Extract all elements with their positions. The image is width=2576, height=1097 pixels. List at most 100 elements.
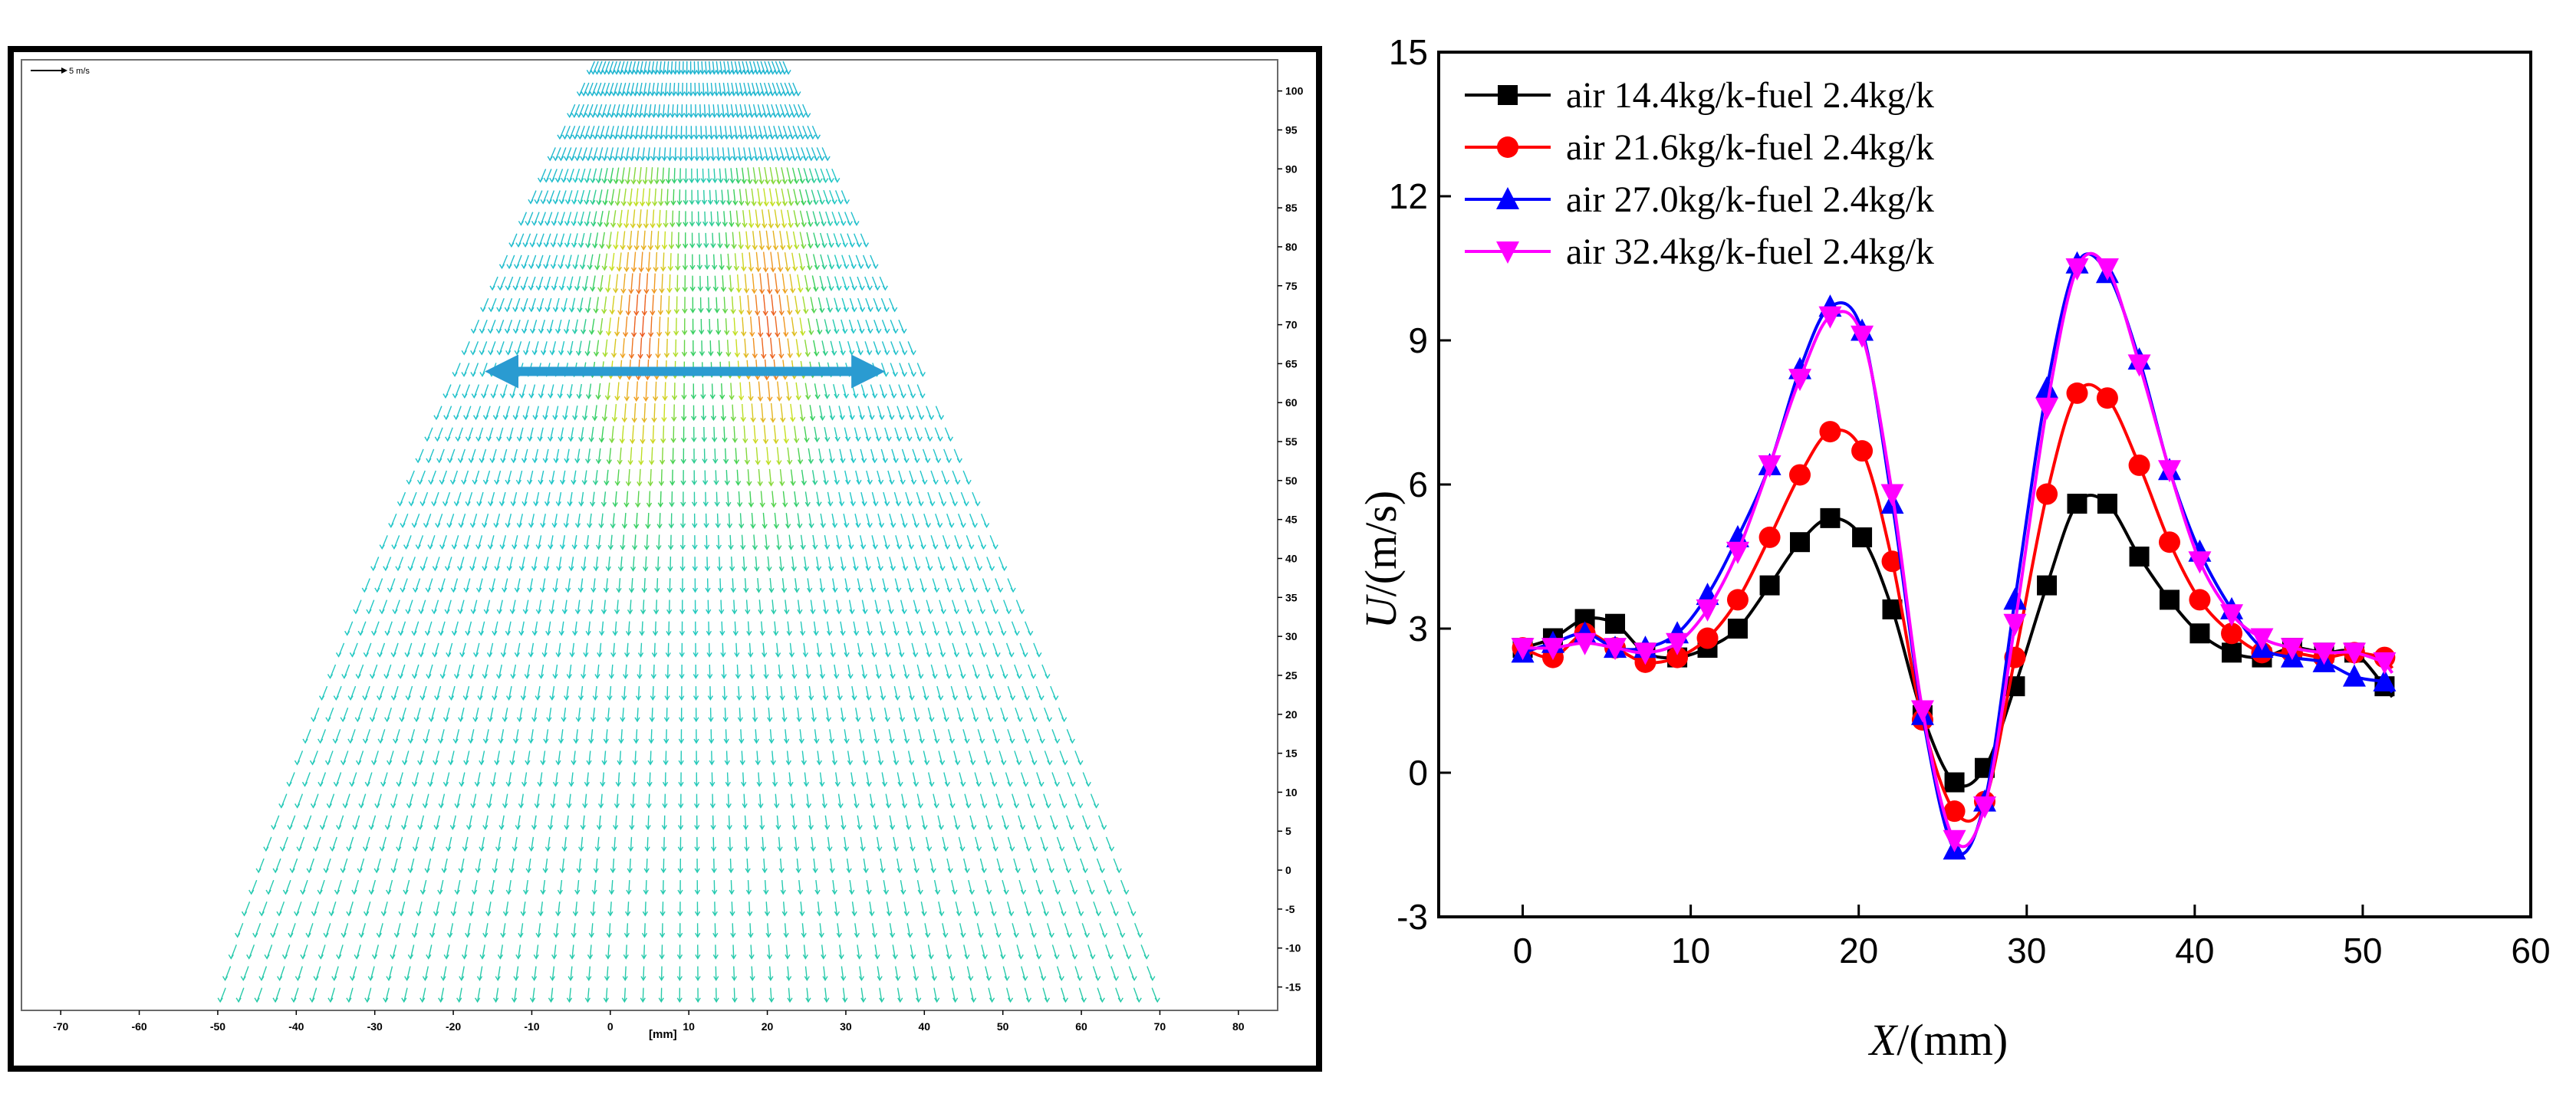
velocity-vector [718,514,719,527]
velocity-vector [660,491,661,507]
velocity-vector [716,492,717,506]
series-2-point [2159,531,2180,553]
series-2-point [2189,589,2210,610]
vf-y-tick-label: 5 [1285,825,1291,837]
velocity-vector [662,274,663,292]
vf-y-tick-label: 15 [1285,747,1298,760]
velocity-vector [648,513,649,528]
series-2-point [1851,440,1873,461]
vf-y-tick-label: 80 [1285,241,1298,253]
velocity-vector [731,859,732,872]
velocity-vector [715,448,716,463]
velocity-vector [658,338,659,357]
vf-y-tick-label: 25 [1285,669,1298,682]
velocity-vector [673,189,674,205]
velocity-vector [716,297,717,313]
series-line-3 [1523,254,2393,854]
velocity-vector [712,233,713,248]
vf-x-tick-label: 70 [1154,1020,1166,1033]
series-1-point [2097,494,2117,514]
vf-x-tick-label: 50 [997,1020,1009,1033]
series-1-point [1605,614,1625,634]
line-chart-ylabel: U/(m/s) [1356,491,1406,629]
velocity-vector [647,837,648,851]
lc-y-tick-label: 12 [1389,176,1428,216]
series-3-point [2035,376,2058,399]
vf-x-tick-label: 10 [683,1020,695,1033]
vf-y-tick-label: 40 [1285,552,1298,564]
velocity-vector [650,750,651,764]
vf-y-tick-label: 85 [1285,202,1298,214]
velocity-vector [644,944,645,958]
series-2-point [1819,421,1841,442]
velocity-vector [705,212,706,225]
vf-y-tick-label: 45 [1285,514,1298,526]
velocity-vector [654,643,655,657]
line-chart-series [1512,251,2397,860]
series-4-point [1788,369,1811,391]
series-1-point [2222,642,2242,662]
lc-x-tick-label: 50 [2343,931,2382,971]
velocity-vector [711,212,712,226]
vf-y-tick-label: 70 [1285,319,1298,331]
velocity-vector [723,665,724,678]
vf-y-tick-label: 95 [1285,123,1298,136]
line-chart-xlabel: X/(mm) [1868,1015,2008,1065]
vf-y-tick-label: 50 [1285,475,1298,487]
velocity-vector [709,319,710,333]
lc-x-tick-label: 0 [1513,931,1533,971]
velocity-vector [664,232,665,249]
series-4-point [1881,484,1904,507]
velocity-vector [649,794,650,808]
vf-y-tick-label: 60 [1285,396,1298,409]
velocity-vector [659,535,660,550]
velocity-vector [678,83,679,96]
velocity-vector [734,967,735,980]
vf-y-tick-label: 65 [1285,357,1298,369]
velocity-vector [658,557,659,570]
vf-x-tick-label: 40 [919,1020,931,1033]
series-1-point [2160,590,2180,609]
velocity-vector [650,469,651,485]
velocity-vector [664,404,665,422]
series-1-point [2067,494,2087,514]
velocity-vector [644,923,645,937]
velocity-vector [675,147,676,160]
velocity-vector [734,988,735,1002]
velocity-vector [644,578,645,592]
vf-x-tick-label: -50 [210,1020,225,1033]
vf-x-tick-label: 60 [1075,1020,1087,1033]
velocity-vector [649,491,650,506]
vf-y-tick-label: 75 [1285,280,1298,292]
velocity-vector [714,427,715,442]
series-2-point [2097,387,2118,409]
velocity-vector [677,104,678,117]
lc-y-tick-label: -3 [1397,897,1428,937]
velocity-vector [715,276,716,291]
lc-x-tick-label: 20 [1839,931,1878,971]
velocity-vector [724,686,725,700]
series-2-point [1697,628,1719,649]
velocity-vector [672,232,673,248]
vf-x-tick-label: -30 [367,1020,383,1033]
velocity-vector [714,255,715,269]
velocity-vector [724,427,725,442]
velocity-vector [646,859,647,872]
velocity-vector [729,514,730,527]
velocity-vector [706,255,707,269]
vf-x-tick-label: 80 [1232,1020,1245,1033]
velocity-vector [667,189,668,205]
series-4-point [2035,398,2058,420]
vf-y-tick-label: -10 [1285,942,1301,954]
series-2-point [2129,455,2150,476]
lc-y-tick-label: 3 [1408,609,1428,649]
series-2-point [1727,589,1749,610]
velocity-vector [710,190,711,204]
legend-label-1: air 14.4kg/k-fuel 2.4kg/k [1566,75,1934,116]
lc-y-tick-label: 9 [1408,320,1428,360]
velocity-vector [722,643,723,657]
lc-x-tick-label: 60 [2511,931,2550,971]
velocity-vector [643,967,644,980]
vf-x-tick-label: 0 [607,1020,614,1033]
